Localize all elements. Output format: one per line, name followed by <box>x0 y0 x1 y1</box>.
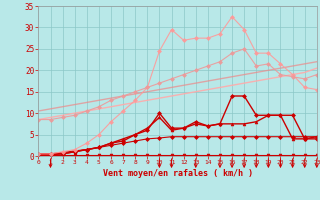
X-axis label: Vent moyen/en rafales ( km/h ): Vent moyen/en rafales ( km/h ) <box>103 169 252 178</box>
